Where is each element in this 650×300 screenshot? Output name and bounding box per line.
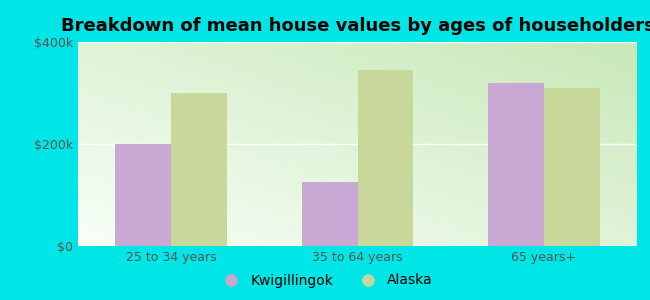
Bar xyxy=(488,83,544,246)
Bar xyxy=(115,144,171,246)
Bar xyxy=(358,70,413,246)
Legend: Kwigillingok, Alaska: Kwigillingok, Alaska xyxy=(211,268,439,293)
Bar xyxy=(544,88,600,246)
Bar xyxy=(171,93,227,246)
Title: Breakdown of mean house values by ages of householders: Breakdown of mean house values by ages o… xyxy=(60,17,650,35)
Bar xyxy=(302,182,358,246)
